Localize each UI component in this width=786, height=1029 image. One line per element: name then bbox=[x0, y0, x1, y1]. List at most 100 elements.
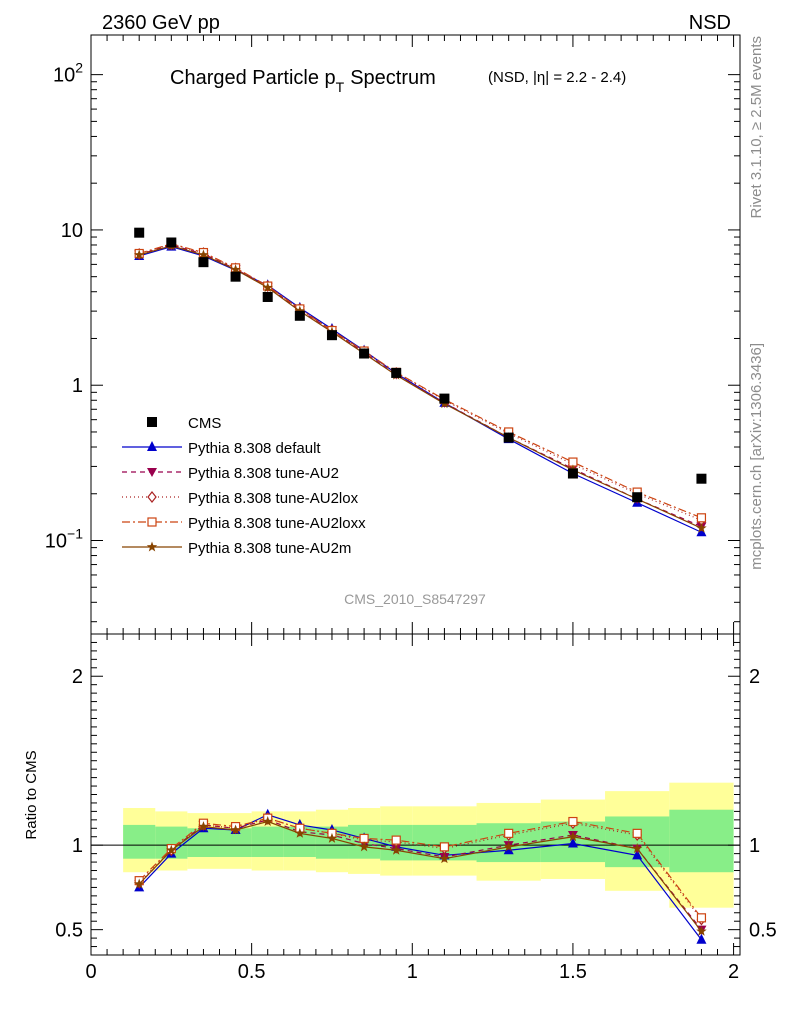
chart-title-word: Spectrum bbox=[350, 67, 436, 89]
legend-label-0: Pythia 8.308 default bbox=[188, 440, 321, 457]
x-tick-label: 2 bbox=[728, 961, 739, 983]
ratio-line-1 bbox=[138, 819, 702, 931]
ratio-point-4 bbox=[326, 832, 338, 843]
legend-marker-2 bbox=[147, 491, 157, 503]
x-tick-label: 1.5 bbox=[559, 961, 587, 983]
ratio-point-4 bbox=[439, 853, 450, 864]
ratio-point-4 bbox=[230, 824, 241, 835]
series-point-4 bbox=[133, 249, 145, 260]
legend: CMS Pythia 8.308 default Pythia 8.308 tune… bbox=[122, 415, 366, 557]
ratio-point-3 bbox=[439, 842, 450, 852]
ratio-y-tick-label: 0.5 bbox=[55, 920, 83, 942]
ratio-point-3 bbox=[568, 816, 578, 827]
legend-label-3: Pythia 8.308 tune-AU2loxx bbox=[188, 515, 366, 532]
series-point-4 bbox=[696, 522, 707, 533]
ratio-point-4 bbox=[294, 827, 306, 838]
cms-data-point bbox=[567, 468, 578, 479]
cms-data-point bbox=[134, 227, 145, 238]
ratio-point-3 bbox=[391, 835, 401, 845]
ratio-line-3 bbox=[138, 817, 702, 919]
side-label-top: Rivet 3.1.10, ≥ 2.5M events bbox=[748, 36, 765, 219]
ratio-y-tick-label-right: 1 bbox=[749, 835, 760, 857]
series-point-4 bbox=[294, 305, 306, 316]
ratio-point-4 bbox=[166, 844, 177, 855]
x-tick-label: 1 bbox=[407, 961, 418, 983]
ratio-point-0 bbox=[567, 837, 578, 848]
chart-title-extra: (NSD, |η| = 2.2 - 2.4) bbox=[488, 69, 626, 86]
legend-marker-0 bbox=[147, 441, 157, 451]
ratio-point-4 bbox=[133, 878, 145, 889]
x-tick-label: 0.5 bbox=[238, 961, 266, 983]
legend-label-cms: CMS bbox=[188, 415, 221, 432]
ratio-point-4 bbox=[390, 844, 402, 855]
series-line-0 bbox=[139, 246, 702, 533]
main-y-tick-label: 10−1 bbox=[45, 526, 83, 553]
cms-data-point bbox=[503, 432, 514, 443]
ratio-line-2 bbox=[138, 817, 702, 920]
ratio-point-4 bbox=[198, 821, 209, 832]
cms-data-point bbox=[294, 310, 305, 321]
cms-data-point bbox=[230, 271, 241, 282]
ratio-point-3 bbox=[359, 833, 369, 844]
series-point-4 bbox=[262, 282, 273, 293]
series-point-4 bbox=[198, 249, 209, 260]
cms-data-point bbox=[439, 393, 450, 404]
ratio-point-4 bbox=[262, 816, 273, 826]
series-line-4 bbox=[139, 245, 702, 529]
legend-label-4: Pythia 8.308 tune-AU2m bbox=[188, 540, 351, 557]
side-label-bottom: mcplots.cern.ch [arXiv:1306.3436] bbox=[748, 343, 765, 570]
cms-data-point bbox=[326, 330, 337, 341]
chart-title-eta: η bbox=[537, 69, 545, 86]
main-y-tick-label: 102 bbox=[53, 60, 83, 87]
ratio-line-4 bbox=[138, 820, 702, 932]
ratio-band-inner bbox=[605, 816, 670, 868]
ratio-point-4 bbox=[567, 831, 579, 842]
legend-marker-1 bbox=[147, 468, 157, 477]
ratio-point-4 bbox=[631, 843, 643, 854]
ratio-y-tick-label-right: 0.5 bbox=[749, 920, 777, 942]
series-point-3 bbox=[696, 513, 707, 523]
chart-title-main: Charged Particle p bbox=[170, 67, 336, 89]
chart-title-sub: T bbox=[336, 79, 345, 95]
chart-title-extra-pre: (NSD, | bbox=[488, 69, 537, 86]
cms-data-point bbox=[632, 492, 643, 503]
cms-data-point bbox=[262, 291, 273, 302]
ratio-point-0 bbox=[696, 933, 707, 944]
cms-data-point bbox=[359, 348, 370, 359]
ratio-band-inner bbox=[251, 826, 284, 858]
main-y-tick-label: 10 bbox=[61, 220, 83, 242]
series-point-4 bbox=[230, 264, 241, 275]
ratio-y-tick-label: 1 bbox=[72, 835, 83, 857]
ratio-point-4 bbox=[503, 841, 514, 852]
main-y-tick-label: 1 bbox=[72, 375, 83, 397]
cms-data-point bbox=[166, 237, 177, 248]
cms-data-point bbox=[696, 473, 707, 484]
legend-marker-3 bbox=[147, 517, 157, 527]
ratio-plot-frame bbox=[90, 633, 741, 956]
ratio-band-inner bbox=[123, 824, 156, 859]
ratio-point-0 bbox=[632, 849, 643, 860]
ratio-point-4 bbox=[696, 925, 707, 936]
legend-marker-cms bbox=[147, 417, 157, 427]
ratio-point-4 bbox=[358, 841, 370, 852]
ratio-y-label: Ratio to CMS bbox=[23, 750, 40, 839]
header-left: 2360 GeV pp bbox=[102, 12, 220, 34]
ratio-band-inner bbox=[669, 809, 734, 873]
ratio-point-3 bbox=[632, 828, 642, 838]
legend-label-2: Pythia 8.308 tune-AU2lox bbox=[188, 490, 359, 507]
ratio-point-3 bbox=[504, 828, 514, 838]
header-right: NSD bbox=[689, 12, 731, 34]
ratio-y-tick-label: 2 bbox=[72, 666, 83, 688]
cms-data-point bbox=[391, 367, 402, 378]
ratio-line-0 bbox=[138, 814, 702, 941]
chart-title: Charged Particle pT Spectrum bbox=[170, 67, 436, 95]
legend-marker-4 bbox=[146, 541, 158, 552]
analysis-watermark: CMS_2010_S8547297 bbox=[344, 591, 486, 607]
cms-data-point bbox=[198, 257, 209, 268]
legend-label-1: Pythia 8.308 tune-AU2 bbox=[188, 465, 339, 482]
ratio-y-tick-label-right: 2 bbox=[749, 666, 760, 688]
ratio-point-3 bbox=[696, 913, 707, 923]
series-line-3 bbox=[139, 243, 702, 519]
chart-title-extra-post: | = 2.2 - 2.4) bbox=[545, 69, 626, 86]
